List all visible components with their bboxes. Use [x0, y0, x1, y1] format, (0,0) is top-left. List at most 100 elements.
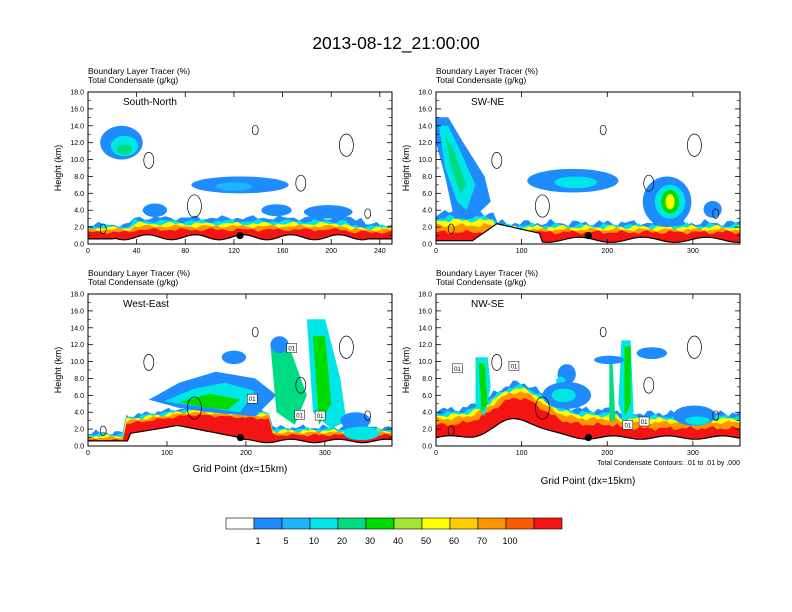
reference-point-marker: [236, 433, 244, 442]
contour-line: [251, 326, 259, 338]
contour-line: [535, 194, 550, 218]
y-tick-label: 2.0: [422, 225, 432, 232]
subtitle-line-2: Total Condensate (g/kg): [436, 277, 526, 287]
contour-line: [491, 152, 503, 169]
y-tick-label: 10.0: [70, 157, 84, 164]
panel-label: West-East: [123, 299, 169, 310]
contour-line: [364, 410, 372, 421]
colorbar-label: 50: [421, 536, 431, 546]
field-region: [270, 344, 307, 425]
y-tick-label: 6.0: [422, 393, 432, 400]
contour-line: [447, 223, 455, 234]
y-tick-label: 4.0: [74, 208, 84, 215]
y-tick-label: 6.0: [74, 393, 84, 400]
panel-1: 0.0 2.0 4.0 6.0 8.0 10.0 12.0 14.0 16.0 18.0 0 100 2…: [401, 66, 741, 255]
y-tick-label: 8.0: [422, 376, 432, 383]
terrain-fill: [436, 418, 740, 446]
y-tick-label: 14.0: [70, 123, 84, 130]
contour-line: [364, 208, 372, 219]
contour-label-box: [314, 410, 326, 421]
contour-line: [712, 410, 720, 421]
x-tick-label: 100: [516, 248, 528, 255]
subtitle-line-1: Boundary Layer Tracer (%): [88, 66, 190, 76]
subtitle-line-1: Boundary Layer Tracer (%): [436, 268, 538, 278]
y-tick-label: 14.0: [418, 123, 432, 130]
colorbar-label: 5: [283, 536, 288, 546]
x-tick-label: 0: [86, 450, 90, 457]
condensate-contours: [99, 326, 372, 436]
field-region: [313, 336, 332, 425]
field-region: [261, 204, 292, 217]
x-tick-label: 200: [601, 248, 613, 255]
field-region: [665, 194, 675, 210]
contour-label: 01: [249, 397, 256, 403]
field-region: [594, 355, 625, 365]
field-region: [270, 336, 289, 354]
field-layers: [88, 124, 392, 244]
contour-label-box: [294, 410, 305, 420]
y-axis-label: Height (km): [401, 347, 411, 394]
contour-line: [339, 133, 354, 157]
subtitle-line-2: Total Condensate (g/kg): [88, 75, 178, 85]
contour-line: [187, 194, 202, 218]
condensate-contours: [447, 124, 720, 234]
y-tick-label: 16.0: [418, 308, 432, 315]
colorbar-label: 40: [393, 536, 403, 546]
terrain-fill: [436, 223, 740, 244]
contour-label: 01: [511, 364, 518, 370]
contour-line: [599, 326, 607, 338]
y-tick-label: 18.0: [418, 90, 432, 97]
y-tick-label: 16.0: [70, 106, 84, 113]
x-tick-label: 200: [240, 450, 252, 457]
colorbar-swatch: [477, 517, 507, 530]
y-tick-label: 8.0: [74, 376, 84, 383]
contour-line: [143, 152, 155, 169]
contour-line: [187, 396, 202, 420]
field-region: [624, 346, 631, 417]
colorbar-label: 20: [337, 536, 347, 546]
y-tick-label: 14.0: [70, 325, 84, 332]
y-tick-label: 10.0: [418, 359, 432, 366]
y-tick-label: 10.0: [70, 359, 84, 366]
subtitle-line-2: Total Condensate (g/kg): [88, 277, 178, 287]
condensate-contours: [447, 326, 720, 436]
y-tick-label: 18.0: [70, 292, 84, 299]
contour-line: [295, 376, 307, 394]
x-tick-label: 100: [516, 450, 528, 457]
colorbar-swatch: [533, 517, 563, 530]
contour-line: [687, 133, 702, 157]
contour-line: [535, 396, 550, 420]
contour-line: [99, 223, 107, 234]
subtitle-line-1: Boundary Layer Tracer (%): [88, 268, 190, 278]
y-tick-label: 0.0: [74, 444, 84, 451]
y-tick-label: 16.0: [70, 308, 84, 315]
contour-label-box: [622, 420, 634, 430]
x-axis-label: Grid Point (dx=15km): [541, 476, 636, 487]
y-tick-label: 2.0: [422, 427, 432, 434]
x-tick-label: 200: [325, 248, 337, 255]
field-region: [215, 182, 253, 191]
reference-point-marker: [584, 231, 593, 240]
contour-line: [295, 174, 307, 192]
field-region: [116, 144, 133, 155]
y-tick-label: 0.0: [422, 444, 432, 451]
field-layers: [88, 319, 392, 446]
contour-line: [99, 425, 107, 436]
colorbar-swatch: [253, 517, 283, 530]
field-region: [703, 200, 722, 218]
x-axis-label: Grid Point (dx=15km): [193, 464, 288, 475]
x-tick-label: 200: [601, 450, 613, 457]
contour-label: 01: [454, 367, 461, 373]
contour-line: [491, 354, 503, 371]
field-region: [142, 203, 168, 217]
y-tick-label: 2.0: [74, 225, 84, 232]
field-region: [609, 357, 616, 421]
field-region: [685, 416, 710, 425]
colorbar-swatch: [393, 517, 423, 530]
x-tick-label: 300: [687, 450, 699, 457]
y-tick-label: 12.0: [70, 342, 84, 349]
y-tick-label: 12.0: [418, 342, 432, 349]
contour-line: [643, 174, 655, 192]
contour-label-box: [638, 416, 650, 427]
x-tick-label: 0: [434, 450, 438, 457]
